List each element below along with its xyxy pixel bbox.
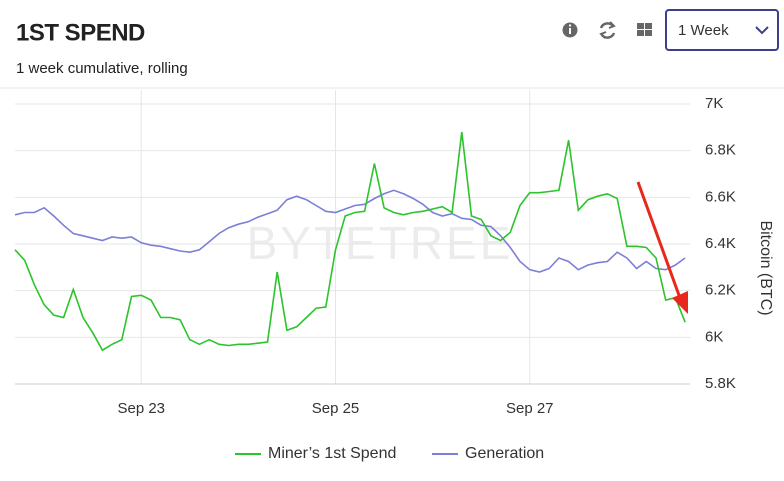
chart-title: 1ST SPEND xyxy=(16,19,145,46)
y-tick-label: 6.6K xyxy=(705,188,736,205)
y-tick-label: 7K xyxy=(705,95,723,112)
watermark: BYTETREE xyxy=(247,217,514,269)
y-tick-label: 6.4K xyxy=(705,235,736,252)
y-tick-label: 6.2K xyxy=(705,282,736,299)
x-tick-label: Sep 27 xyxy=(506,400,554,417)
x-tick-label: Sep 23 xyxy=(117,400,165,417)
series-line xyxy=(14,131,686,352)
annotation-arrowhead xyxy=(672,291,688,314)
period-value[interactable]: 1 Week xyxy=(678,22,729,39)
refresh-icon[interactable] xyxy=(599,21,616,39)
annotation-arrow xyxy=(636,181,682,299)
legend-label: Generation xyxy=(465,445,544,462)
y-tick-label: 6K xyxy=(705,328,723,345)
period-dropdown[interactable]: 1 Week xyxy=(665,9,779,51)
grid-icon[interactable] xyxy=(637,23,652,36)
info-icon[interactable] xyxy=(562,22,578,38)
chart-subtitle: 1 week cumulative, rolling xyxy=(16,60,188,77)
series-line xyxy=(14,189,686,273)
y-tick-label: 6.8K xyxy=(705,142,736,159)
y-axis-label: Bitcoin (BTC) xyxy=(757,220,774,315)
legend-label: Miner’s 1st Spend xyxy=(268,445,396,462)
x-tick-label: Sep 25 xyxy=(312,400,360,417)
plot-area: BYTETREE 5.8K 6K 6.2K 6.4K 6.6K 6.8K 7K Sep 23 Se… xyxy=(14,90,774,462)
y-tick-label: 5.8K xyxy=(705,375,736,392)
